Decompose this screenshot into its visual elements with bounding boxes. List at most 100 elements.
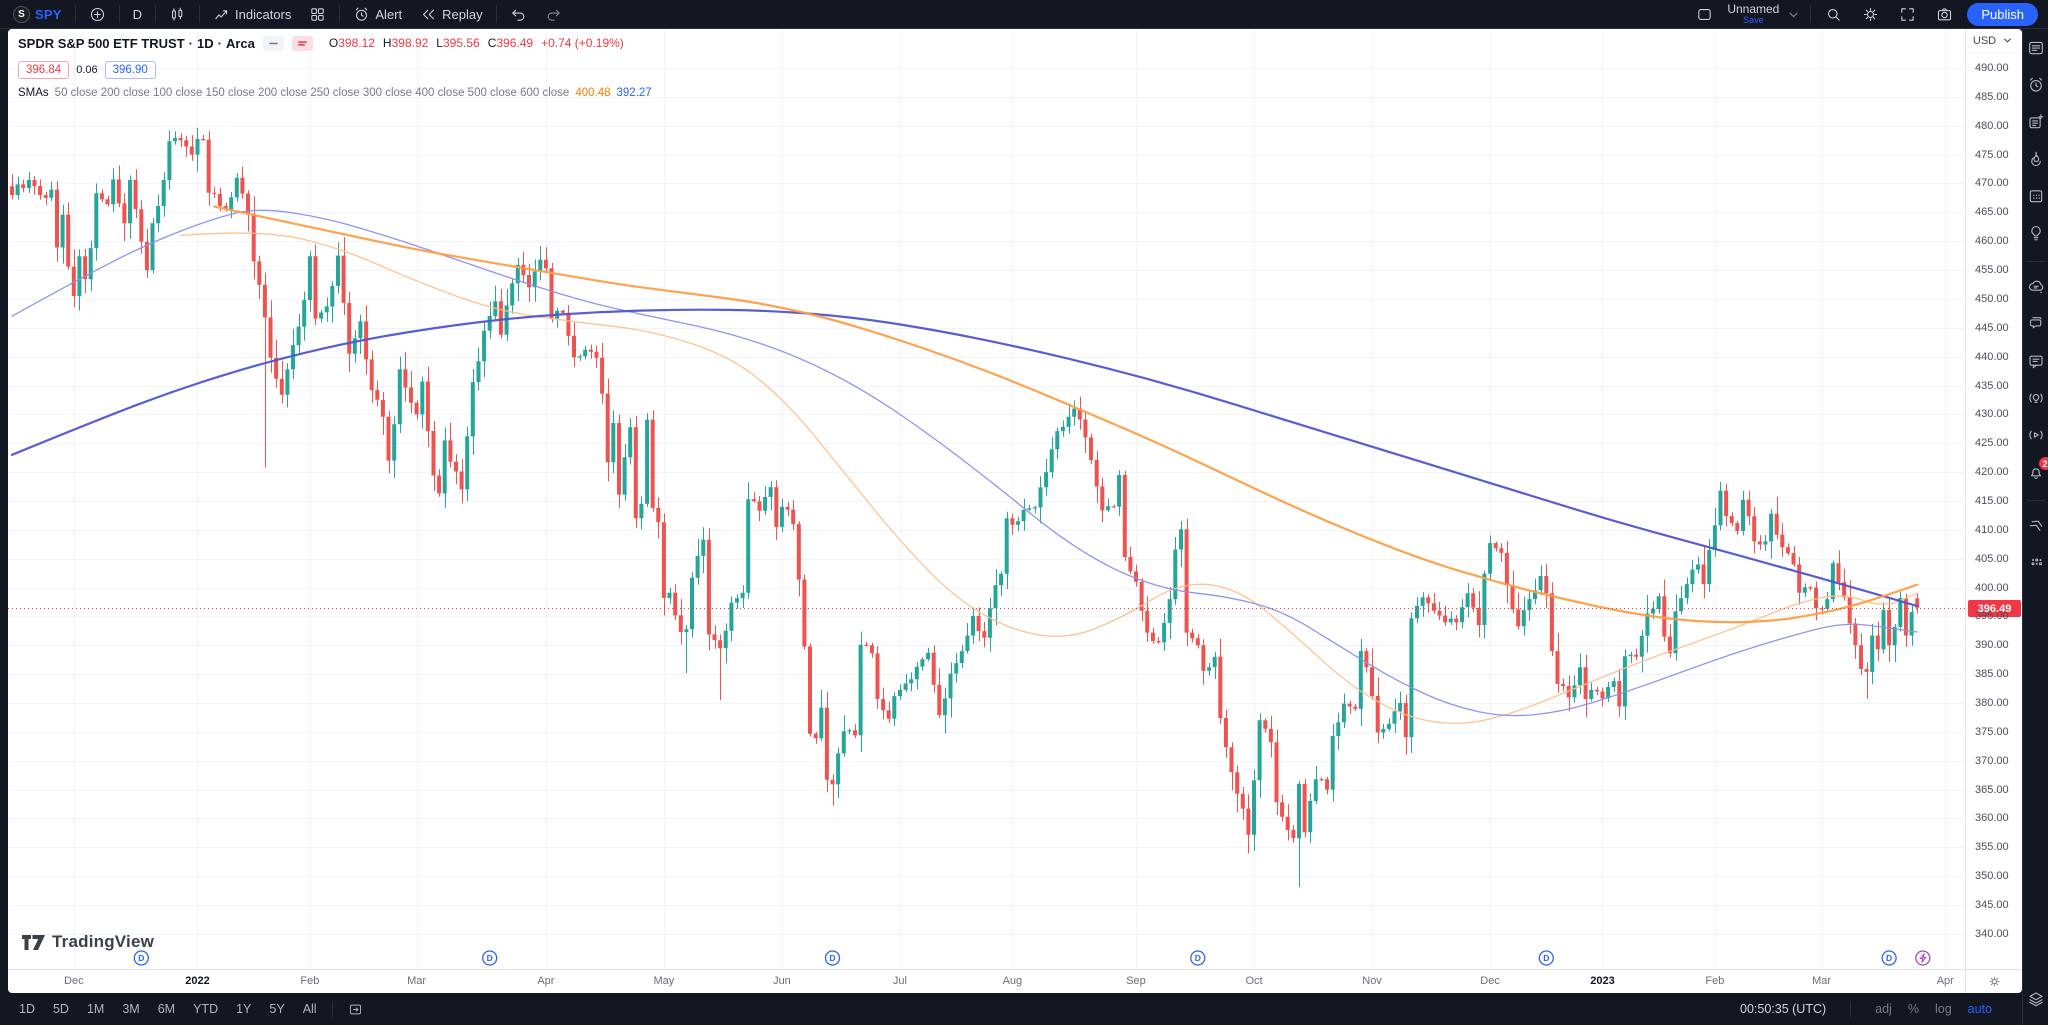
chart-style-icon[interactable] <box>163 3 192 26</box>
undo-icon[interactable] <box>504 3 533 26</box>
live-icon <box>2027 426 2045 444</box>
tradingview-logo[interactable]: TradingView <box>22 932 154 952</box>
alert-button[interactable]: Alert <box>347 3 408 26</box>
live-button[interactable] <box>2025 424 2047 446</box>
publish-button[interactable]: Publish <box>1967 2 2038 26</box>
change-value: +0.74 (+0.19%) <box>541 36 624 50</box>
layout-panel-icon[interactable] <box>1690 3 1719 26</box>
layout-save-widget[interactable]: Unnamed Save <box>1727 3 1802 25</box>
indicators-label: Indicators <box>235 6 292 22</box>
settings-gear-icon[interactable] <box>1856 3 1885 26</box>
watchlist-button[interactable] <box>2025 37 2047 59</box>
notifications-button[interactable]: 2 <box>2025 457 2048 483</box>
price-tick: 365.00 <box>1975 783 2009 796</box>
svg-text:D: D <box>138 953 144 963</box>
toolbar-separator <box>155 5 157 23</box>
currency-dropdown[interactable]: USD <box>1966 29 2023 53</box>
indicator-legend[interactable]: SMAs 50 close 200 close 100 close 150 cl… <box>18 87 652 99</box>
range-button-5d[interactable]: 5D <box>52 1002 69 1016</box>
toggle-adj[interactable]: adj <box>1875 1002 1892 1016</box>
timeframe-label[interactable]: 1D <box>196 35 214 51</box>
ideas-button[interactable] <box>2025 222 2047 244</box>
svg-text:D: D <box>487 953 493 963</box>
minds-button[interactable] <box>2025 276 2047 298</box>
more-apps-button[interactable] <box>2025 552 2047 574</box>
close-value: 396.49 <box>496 36 534 50</box>
price-axis[interactable]: USD 396.49 340.00 345.00 350.00 355.00 360.0… <box>1965 29 2023 969</box>
separator-dot: · <box>217 35 222 51</box>
notes-button[interactable] <box>2025 111 2047 133</box>
range-button-ytd[interactable]: YTD <box>193 1002 219 1016</box>
alerts-button[interactable] <box>2025 74 2047 96</box>
goto-date-icon[interactable] <box>341 999 370 1020</box>
calendar-button[interactable] <box>2025 185 2047 207</box>
object-tree-button[interactable] <box>2025 988 2047 1010</box>
range-button-1d[interactable]: 1D <box>19 1002 35 1016</box>
symbol-title[interactable]: SPDR S&P 500 ETF TRUST <box>18 35 185 51</box>
range-button-6m[interactable]: 6M <box>157 1002 176 1016</box>
streams-icon <box>2027 389 2045 407</box>
bid-price[interactable]: 396.84 <box>18 60 70 79</box>
dividend-marker[interactable]: D <box>133 950 149 966</box>
hide-series-button[interactable] <box>262 35 284 51</box>
legend: SPDR S&P 500 ETF TRUST · 1D · Arca O398.… <box>18 33 652 99</box>
streams-button[interactable] <box>2025 387 2047 409</box>
add-symbol-icon[interactable] <box>83 3 112 26</box>
dividend-marker[interactable]: D <box>1538 950 1554 966</box>
exchange-label[interactable]: Arca <box>225 35 255 51</box>
chat-button[interactable] <box>2025 313 2047 335</box>
chevron-down-icon <box>1785 6 1802 23</box>
toggle-log[interactable]: log <box>1934 1002 1952 1016</box>
dividend-marker[interactable]: D <box>1190 950 1206 966</box>
ask-price[interactable]: 396.90 <box>104 60 156 79</box>
indicators-button[interactable]: Indicators <box>207 3 297 26</box>
range-button-5y[interactable]: 5Y <box>269 1002 285 1016</box>
time-tick: Dec <box>1480 975 1500 987</box>
dividend-marker[interactable]: D <box>824 950 841 966</box>
redo-icon[interactable] <box>539 3 568 26</box>
range-button-1y[interactable]: 1Y <box>236 1002 252 1016</box>
candle-wicks-down <box>12 131 1918 854</box>
chevron-down-icon <box>1999 32 2016 49</box>
range-button-1m[interactable]: 1M <box>86 1002 105 1016</box>
range-button-all[interactable]: All <box>302 1002 317 1016</box>
clock[interactable]: 00:50:35 (UTC) <box>1740 1002 1827 1016</box>
sma-thick-blue[interactable] <box>10 308 1919 608</box>
dividend-marker[interactable]: D <box>1881 950 1897 966</box>
messages-button[interactable] <box>2025 350 2047 372</box>
series-menu-button[interactable] <box>291 35 313 51</box>
dividend-marker[interactable]: D <box>482 950 498 966</box>
interval-button[interactable]: D <box>132 6 143 22</box>
symbol-search-button[interactable]: S SPY <box>7 3 68 26</box>
open-value: 398.12 <box>338 36 375 50</box>
toggle-auto[interactable]: auto <box>1967 1002 1992 1016</box>
replay-label: Replay <box>442 6 483 22</box>
separator-dot: · <box>188 35 193 51</box>
replay-button[interactable]: Replay <box>414 3 488 26</box>
time-tick: Oct <box>1245 975 1263 987</box>
sma-thin-blue[interactable] <box>11 209 1918 717</box>
publish-scripts-button[interactable] <box>2025 515 2047 537</box>
price-tick: 385.00 <box>1975 668 2009 681</box>
price-tick: 455.00 <box>1975 264 2009 277</box>
fullscreen-icon[interactable] <box>1893 3 1922 26</box>
snapshot-camera-icon[interactable] <box>1930 3 1959 26</box>
time-tick: Jul <box>892 975 907 987</box>
time-tick: Dec <box>64 975 84 987</box>
date-range-buttons: 1D 5D 1M 3M 6M YTD 1Y 5Y All <box>0 999 324 1019</box>
candle-bodies-up <box>15 138 1914 839</box>
notifications-icon <box>2027 463 2045 481</box>
sma-thick-orange[interactable] <box>213 205 1919 624</box>
range-button-3m[interactable]: 3M <box>122 1002 140 1016</box>
axis-settings-corner[interactable] <box>1965 969 2022 993</box>
hotlists-button[interactable] <box>2025 148 2047 170</box>
toggle-percent[interactable]: % <box>1907 1002 1919 1016</box>
save-label[interactable]: Save <box>1743 15 1764 25</box>
search-icon[interactable] <box>1819 3 1848 26</box>
axis-gear-icon[interactable] <box>1987 974 2002 989</box>
event-lightning-marker[interactable] <box>1915 950 1931 966</box>
indicator-templates-icon[interactable] <box>303 3 332 26</box>
time-axis[interactable]: Dec 2022 Feb Mar Apr May Jun Jul Aug Sep Oct Nov Dec… <box>8 969 1965 993</box>
layout-name: Unnamed <box>1727 2 1780 16</box>
